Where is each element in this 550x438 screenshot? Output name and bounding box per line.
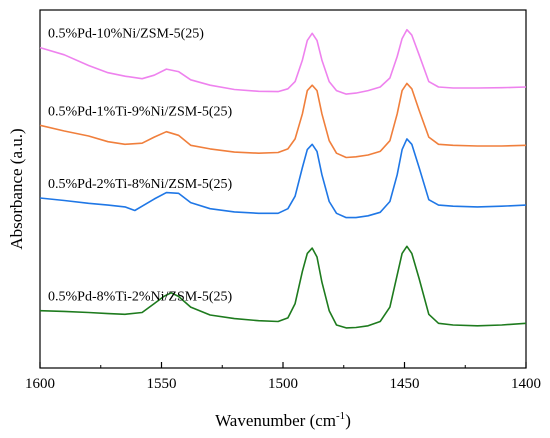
series-label-1: 0.5%Pd-10%Ni/ZSM-5(25) [48,27,204,42]
y-axis-title: Absorbance (a.u.) [7,128,26,249]
series-label-4: 0.5%Pd-8%Ti-2%Ni/ZSM-5(25) [48,290,233,305]
x-tick-label: 1450 [390,376,420,392]
series-line-2 [39,82,527,159]
series-line-3 [39,138,527,219]
x-axis-ticks: 1600 1550 1500 1450 1400 [25,362,541,392]
series-group [39,28,527,329]
x-tick-label: 1550 [147,376,177,392]
x-tick-label: 1400 [511,376,541,392]
x-tick-label: 1500 [268,376,298,392]
series-line-4 [39,245,527,329]
series-label-2: 0.5%Pd-1%Ti-9%Ni/ZSM-5(25) [48,104,233,119]
x-tick-label: 1600 [25,376,55,392]
x-axis-title: Wavenumber (cm-1) [215,410,351,430]
series-labels: 0.5%Pd-10%Ni/ZSM-5(25) 0.5%Pd-1%Ti-9%Ni/Z… [48,27,233,305]
series-label-3: 0.5%Pd-2%Ti-8%Ni/ZSM-5(25) [48,177,233,192]
series-line-1 [39,28,527,95]
